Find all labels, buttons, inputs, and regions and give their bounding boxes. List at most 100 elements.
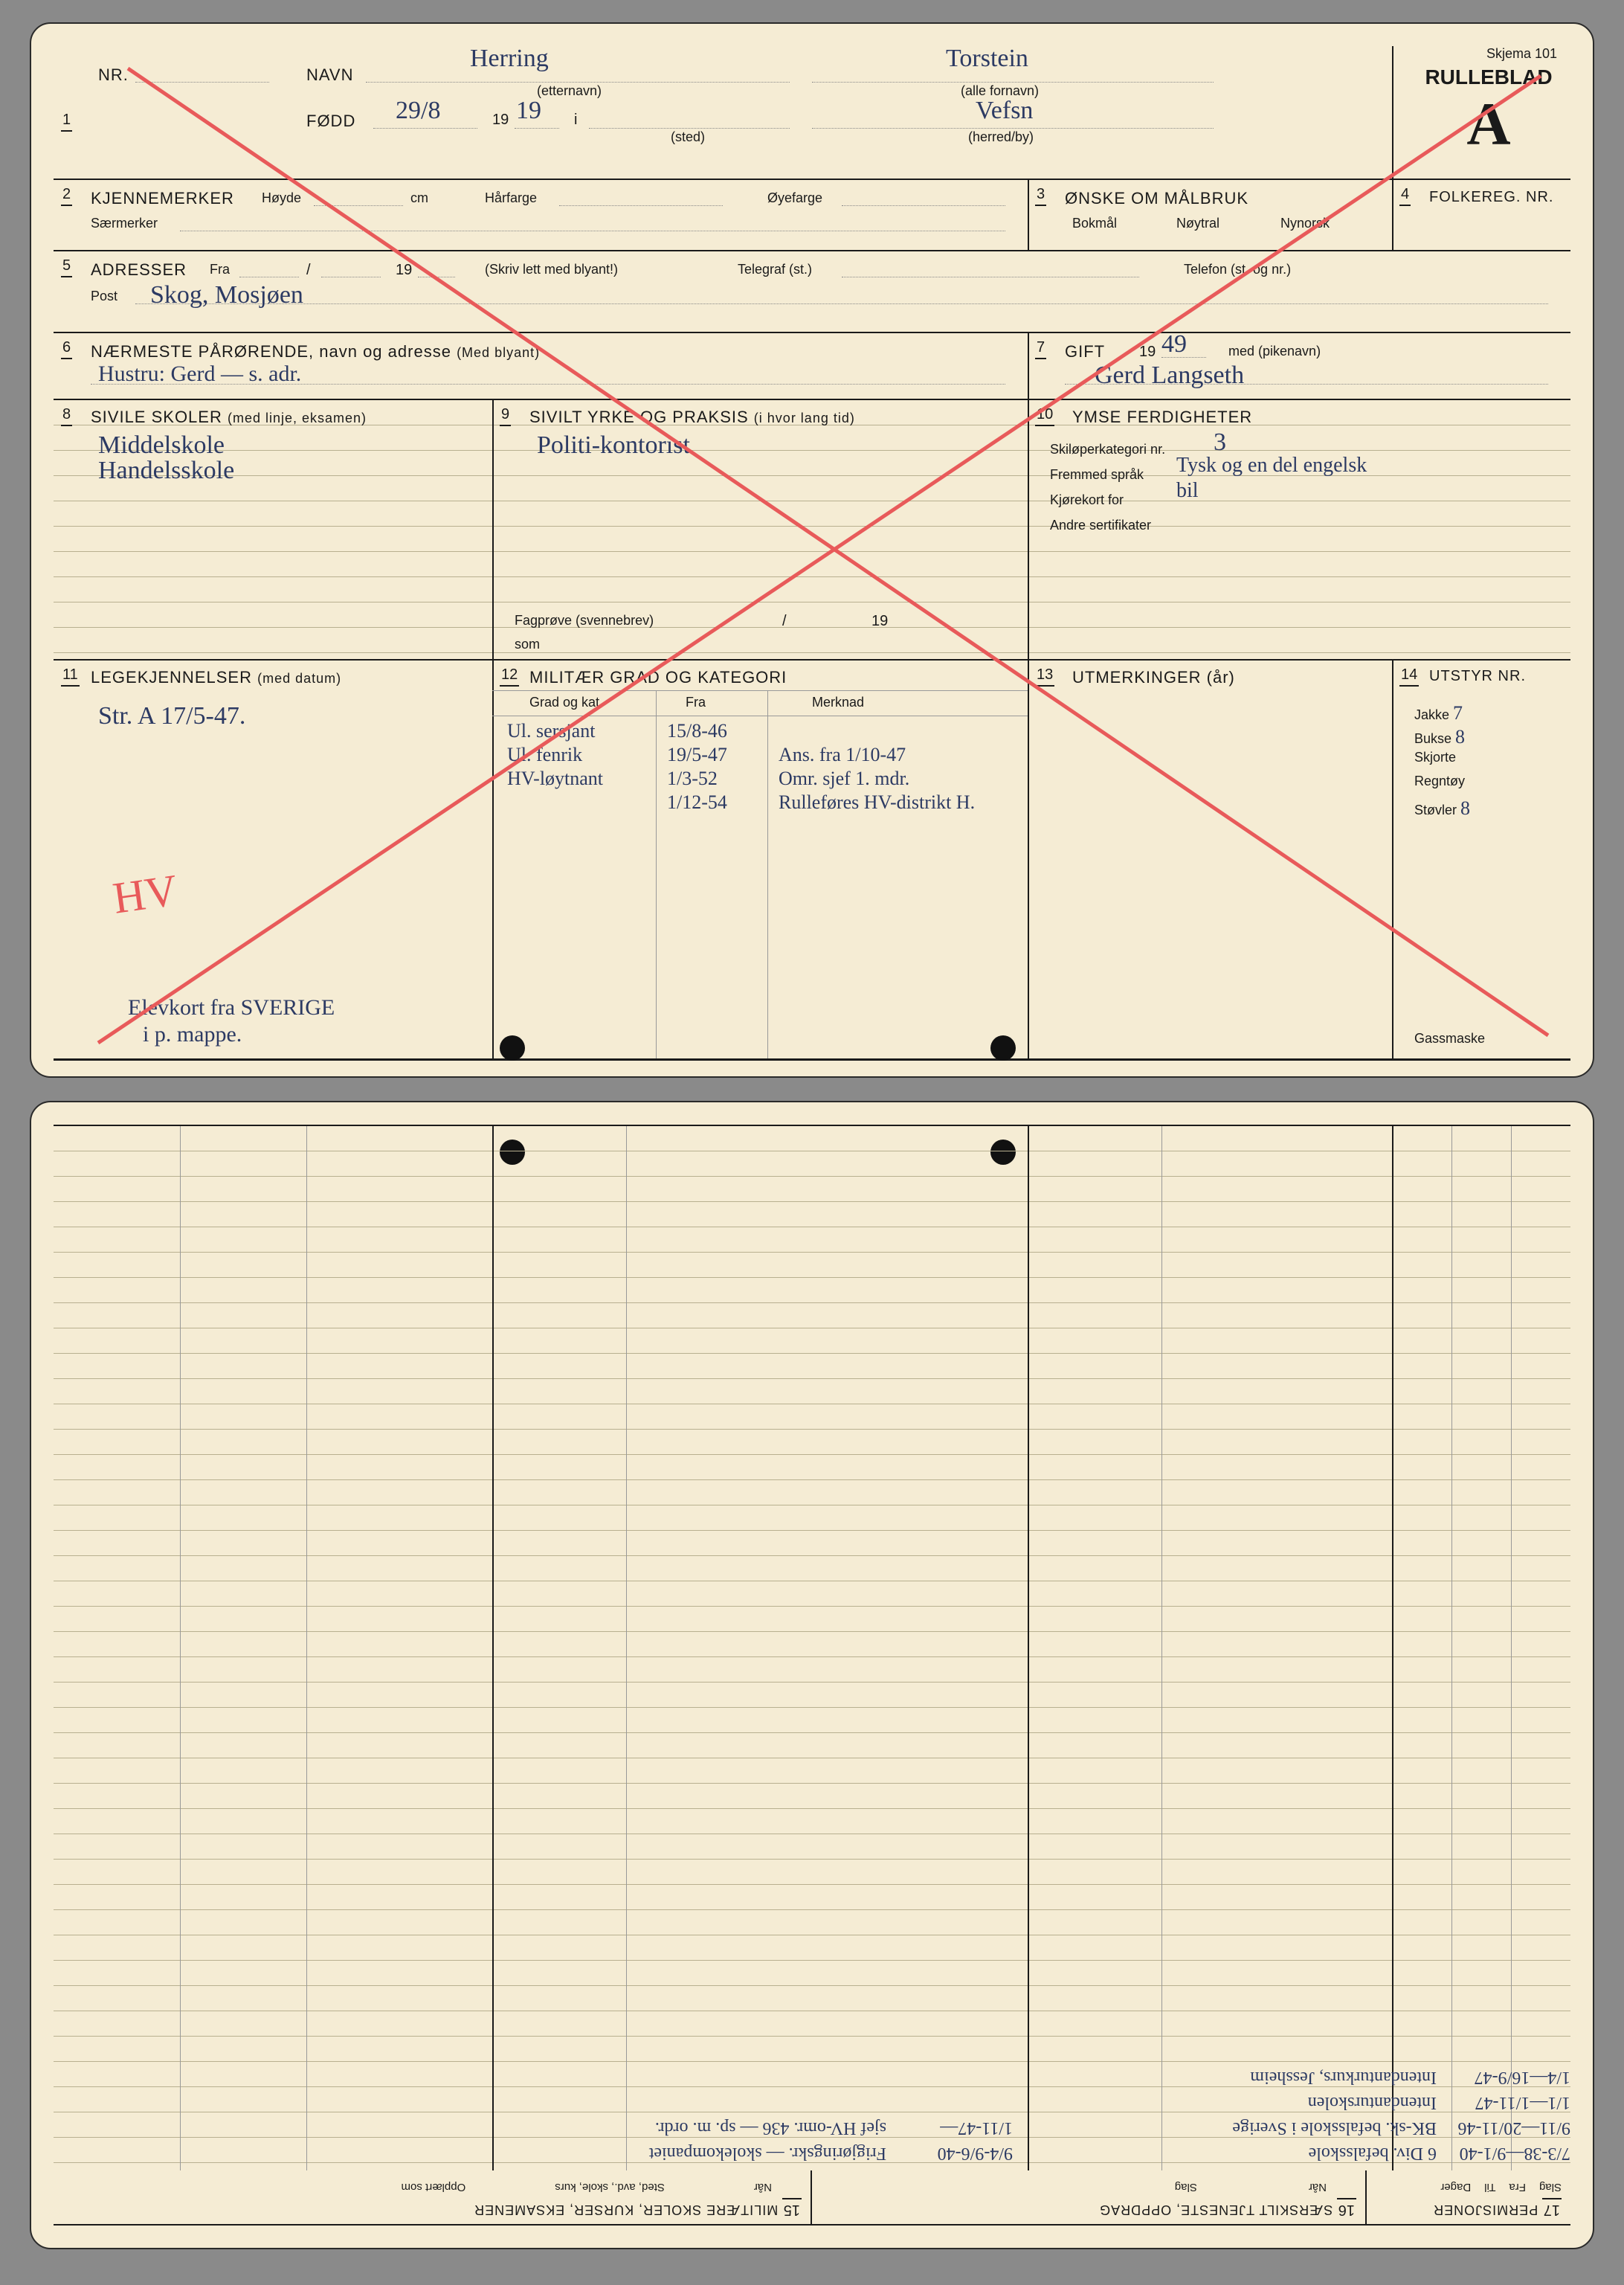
gift-title: GIFT (1065, 342, 1105, 361)
rulleblad-divider (1392, 46, 1393, 179)
hoyde-line (314, 205, 403, 206)
row6: 6 NÆRMESTE PÅRØRENDE, navn og adresse (M… (54, 332, 1570, 399)
card-top: Skjema 101 1 NR. NAVN Herring (etternavn… (30, 22, 1594, 1078)
b15-row: 1/1—1/11-47Intendanturskolen (1043, 2090, 1570, 2115)
kjorekort-value: bil (1176, 479, 1199, 503)
rulleblad-label: RULLEBLAD (1414, 65, 1563, 89)
bv8 (1451, 1126, 1452, 2170)
gift-med: med (pikenavn) (1228, 344, 1321, 359)
ski-label: Skiløperkategori nr. (1050, 442, 1165, 457)
box17-number: 17 (1542, 2198, 1562, 2218)
v67 (1028, 333, 1029, 399)
box7-number: 7 (1035, 339, 1046, 359)
elevkort-note2: i p. mappe. (143, 1022, 242, 1047)
bv2 (306, 1126, 307, 2170)
skjorte: Skjorte (1414, 750, 1456, 765)
fagprove-slash: / (782, 613, 787, 630)
fra-label: Fra (210, 262, 230, 277)
address-value: Skog, Mosjøen (150, 281, 303, 309)
nynorsk: Nynorsk (1280, 216, 1330, 231)
box16-number: 16 (1337, 2198, 1356, 2218)
row1: 1 NR. NAVN Herring (etternavn) Torstein … (54, 60, 1570, 179)
bv6 (1161, 1126, 1162, 2170)
sertifikater-label: Andre sertifikater (1050, 518, 1151, 533)
adresser-title: ADRESSER (91, 260, 187, 280)
parorende-title-text: NÆRMESTE PÅRØRENDE, navn og adresse (91, 342, 451, 361)
box5-number: 5 (61, 257, 72, 277)
harfarge-line (559, 205, 723, 206)
sprak-label: Fremmed språk (1050, 467, 1144, 483)
tjeneste-title: SÆRSKILT TJENESTE, OPPDRAG (1099, 2202, 1333, 2217)
oyefarge-line (842, 205, 1005, 206)
nineteen: 19 (396, 262, 412, 279)
hoyde-label: Høyde (262, 190, 301, 206)
post-line (135, 303, 1548, 304)
box15-number: 15 (782, 2198, 802, 2218)
milgrad-line1 (492, 690, 1028, 691)
lege-hint: (med datum) (257, 671, 341, 686)
b17-c1: Slag (1539, 2181, 1562, 2194)
telegraf-label: Telegraf (st.) (738, 262, 812, 277)
b16-c2: Slag (1175, 2181, 1197, 2194)
herred-line (812, 128, 1214, 129)
box17: 17 PERMISJONER Slag Fra Til Dager (1365, 2170, 1570, 2224)
kjorekort-label: Kjørekort for (1050, 492, 1124, 508)
v910 (1028, 400, 1029, 659)
herred-value: Vefsn (976, 97, 1033, 125)
bv1 (180, 1126, 181, 2170)
skriv-hint: (Skriv lett med blyant!) (485, 262, 618, 277)
ferdigheter-title: YMSE FERDIGHETER (1072, 408, 1252, 427)
lege-title: LEGEKJENNELSER (med datum) (91, 668, 341, 687)
slash: / (306, 262, 311, 279)
parorende-title: NÆRMESTE PÅRØRENDE, navn og adresse (Med… (91, 342, 540, 361)
b15-c2: Sted, avd., skole, kurs (555, 2181, 665, 2194)
box2-number: 2 (61, 186, 72, 206)
yrke-title: SIVILT YRKE OG PRAKSIS (i hvor lang tid) (529, 408, 855, 427)
milgrad-v1 (656, 690, 657, 1058)
etternavn-hint: (etternavn) (537, 83, 602, 99)
folkereg-title: FOLKEREG. NR. (1429, 189, 1553, 206)
fornavn-value: Torstein (946, 45, 1028, 73)
rulleblad-letter: A (1414, 89, 1563, 159)
row11: 11 LEGEKJENNELSER (med datum) Str. A 17/… (54, 659, 1570, 1061)
herred-hint: (herred/by) (968, 129, 1034, 145)
skoler-hint: (med linje, eksamen) (228, 411, 367, 425)
milskoler-title: MILITÆRE SKOLER, KURSER, EKSAMENER (474, 2202, 778, 2217)
saermerker-label: Særmerker (91, 216, 158, 231)
box8-number: 8 (61, 406, 72, 426)
fodd-year: 19 (516, 97, 541, 125)
hv-note: HV (110, 864, 181, 924)
bv9 (1511, 1126, 1512, 2170)
box13-number: 13 (1035, 666, 1054, 687)
gift-year-line (1161, 357, 1206, 358)
bv4 (626, 1126, 627, 2170)
oyefarge-label: Øyefarge (767, 190, 822, 206)
v24 (1392, 180, 1393, 250)
fodd-year-line (515, 128, 559, 129)
telefon-label: Telefon (st. og nr.) (1184, 262, 1291, 277)
sprak-value: Tysk og en del engelsk (1176, 454, 1367, 478)
box1-number: 1 (61, 112, 72, 132)
box12-number: 12 (500, 666, 519, 687)
fagprove-19: 19 (871, 613, 888, 630)
bottom-headers: 17 PERMISJONER Slag Fra Til Dager 16 SÆR… (54, 2170, 1570, 2225)
card-bottom-inner: 17 PERMISJONER Slag Fra Til Dager 16 SÆR… (54, 1125, 1570, 2225)
utstyr-title: UTSTYR NR. (1429, 668, 1526, 685)
skoler-line2: Handelsskole (98, 457, 234, 485)
milgrad-v2 (767, 690, 768, 1058)
lege-value: Str. A 17/5-47. (98, 702, 245, 730)
gift-value: Gerd Langseth (1095, 361, 1244, 390)
bokmal: Bokmål (1072, 216, 1117, 231)
bv3 (492, 1126, 494, 2170)
parorende-value: Hustru: Gerd — s. adr. (98, 361, 301, 387)
row5: 5 ADRESSER Fra / 19 (Skriv lett med blya… (54, 250, 1570, 332)
box15: 15 MILITÆRE SKOLER, KURSER, EKSAMENER Nå… (54, 2170, 811, 2224)
gift-year: 49 (1161, 330, 1187, 359)
page: Skjema 101 1 NR. NAVN Herring (etternavn… (0, 0, 1624, 2285)
bv7 (1392, 1126, 1393, 2170)
yrke-value: Politi-kontorist (537, 431, 690, 460)
row2: 2 KJENNEMERKER Høyde cm Hårfarge Øyefarg… (54, 179, 1570, 250)
box3-number: 3 (1035, 186, 1046, 206)
b17-c2: Fra (1509, 2181, 1526, 2194)
parorende-hint: (Med blyant) (457, 345, 540, 360)
